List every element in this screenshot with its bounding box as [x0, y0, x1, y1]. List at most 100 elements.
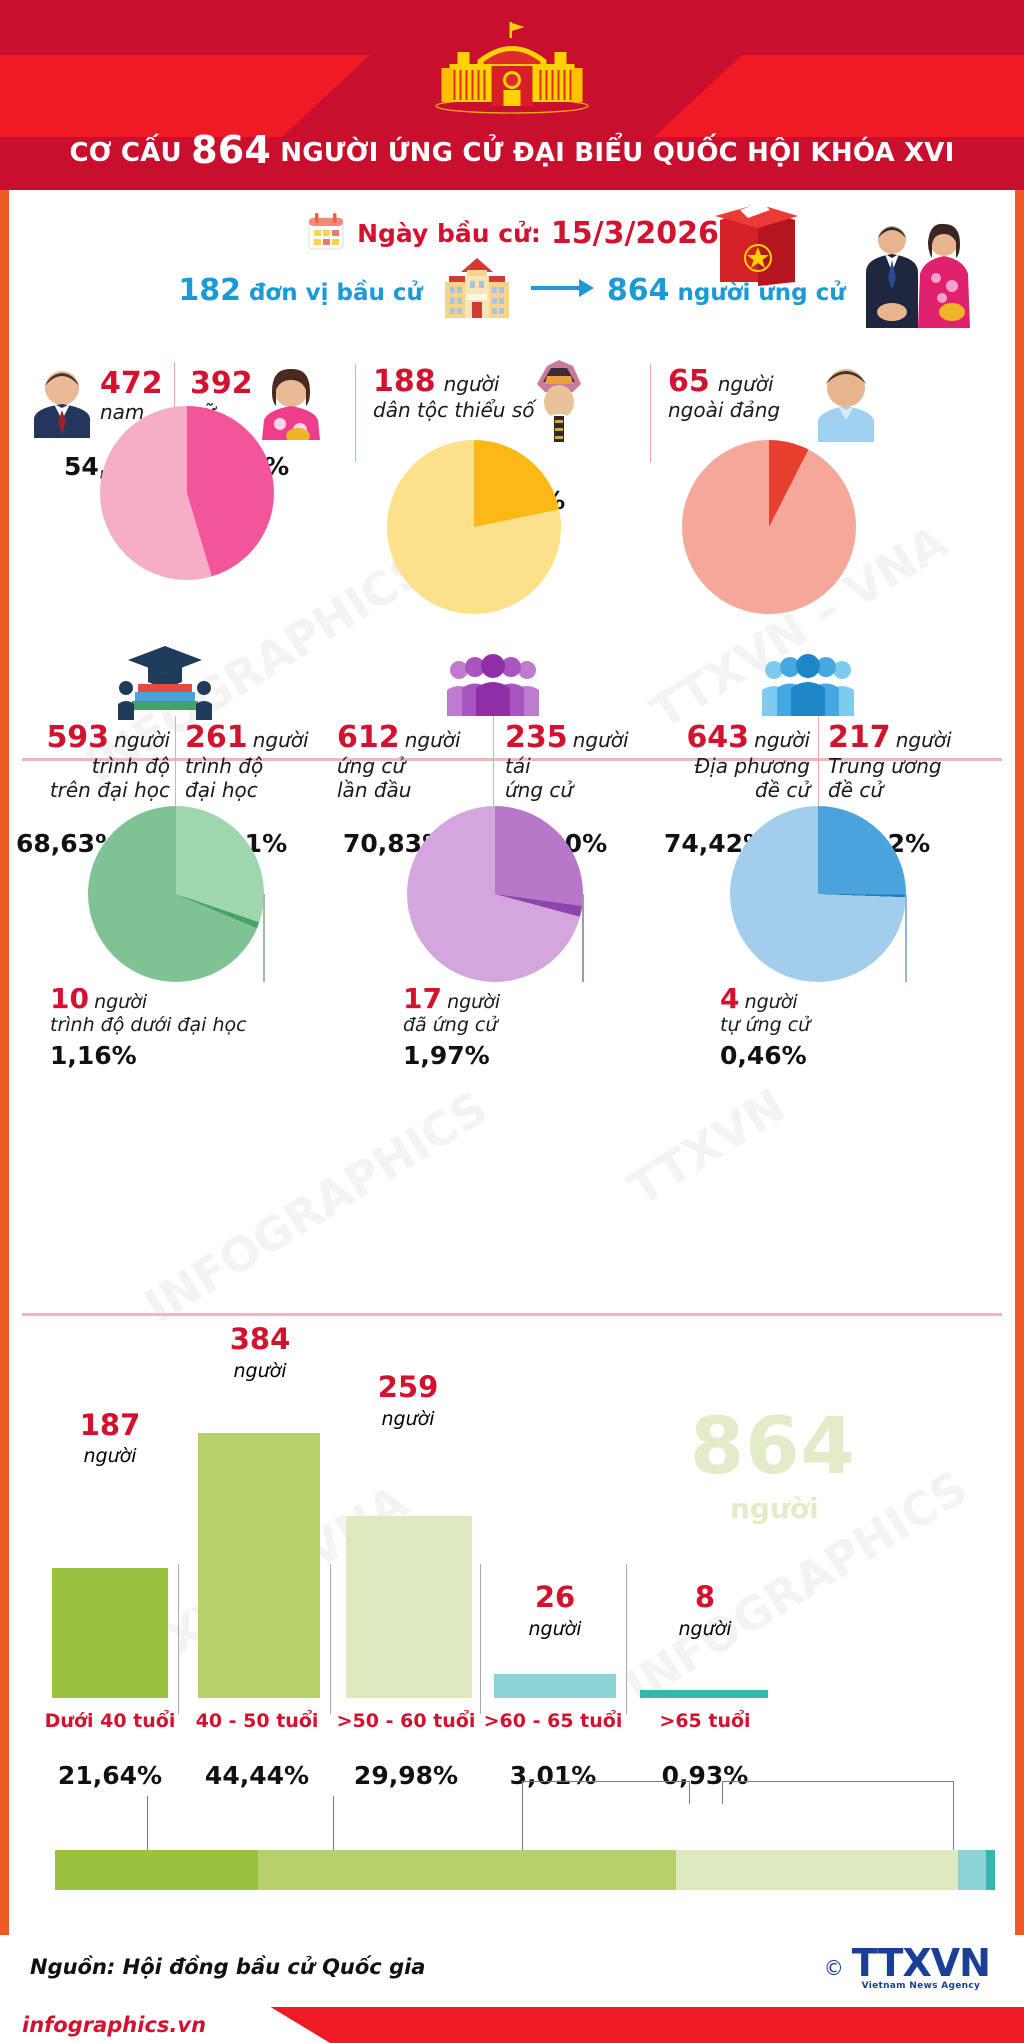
- bar-3: [494, 1674, 616, 1698]
- footer-red-bar: [0, 2007, 1024, 2043]
- sub-university-count: 10: [50, 982, 89, 1015]
- title-prefix: CƠ CẤU: [69, 138, 192, 168]
- education-divider: [175, 716, 176, 816]
- axis-label-2: >50 - 60 tuổi: [336, 1710, 476, 1732]
- education-nomination-section: 593 người trình độ trên đại học 261 ngườ…: [0, 626, 1024, 1070]
- self-nominated-percent: 0,46%: [720, 1040, 807, 1070]
- footer-white-wedge: [0, 2007, 330, 2043]
- ethnic-divider: [355, 364, 356, 462]
- arrow-right-icon: [530, 273, 595, 307]
- nomination-callout-leader: [905, 894, 907, 982]
- axis-percent-2: 29,98%: [353, 1761, 459, 1790]
- university-unit: người: [252, 728, 309, 752]
- bar-value-0: 187: [79, 1408, 141, 1442]
- self-nominated-count: 4: [720, 982, 740, 1015]
- male-count: 472: [100, 366, 163, 401]
- election-date-row: Ngày bầu cử: 15/3/2026: [0, 210, 1024, 256]
- first-time-count: 612: [337, 720, 400, 755]
- axis-percent-3: 3,01%: [509, 1761, 597, 1790]
- national-assembly-building-icon: [420, 22, 605, 118]
- bar-1: [198, 1433, 320, 1698]
- ballot-box-icon: [710, 190, 800, 290]
- ethnic-unit: người: [443, 372, 500, 396]
- bar-unit-4: người: [678, 1618, 732, 1640]
- bar-sep-3: [626, 1564, 627, 1714]
- nomination-pie-chart: [730, 806, 906, 982]
- self-nominated-desc: tự ứng cử: [720, 1013, 811, 1036]
- central-nominated-line3: đề cử: [828, 777, 884, 802]
- stacked-total-bar: [55, 1850, 995, 1890]
- first-time-line2: ứng cử: [337, 753, 406, 778]
- central-nominated-count: 217: [828, 720, 891, 755]
- candidate-couple-icon: [852, 220, 982, 334]
- axis-percent-4: 0,93%: [661, 1761, 749, 1790]
- stack-leader-3a: [522, 1782, 523, 1804]
- bar-sep-1: [330, 1564, 331, 1714]
- ethnic-label: dân tộc thiểu số: [373, 397, 535, 422]
- male-label: nam: [100, 399, 145, 424]
- education-pie-chart: [88, 806, 264, 982]
- axis-percent-0: 21,64%: [57, 1761, 163, 1790]
- sub-university-percent: 1,16%: [50, 1040, 137, 1070]
- section-divider-2: [22, 1313, 1002, 1316]
- stack-leader-4b: [953, 1782, 954, 1852]
- sub-university-desc: trình độ dưới đại học: [50, 1013, 247, 1036]
- page-title: CƠ CẤU 864 NGƯỜI ỨNG CỬ ĐẠI BIỂU QUỐC HỘ…: [0, 128, 1024, 172]
- stack-seg-1: [258, 1850, 677, 1890]
- total-ghost-unit: người: [730, 1492, 819, 1525]
- non-party-divider: [650, 364, 651, 462]
- stack-seg-2: [676, 1850, 958, 1890]
- non-party-count: 65: [668, 364, 710, 399]
- bar-4: [640, 1690, 768, 1698]
- calendar-icon: [305, 210, 347, 256]
- title-number: 864: [191, 128, 272, 172]
- bar-value-1: 384: [229, 1322, 291, 1356]
- woman-avatar-icon: [258, 364, 324, 444]
- graduation-books-icon: [110, 644, 220, 724]
- stack-leader-1: [333, 1796, 334, 1852]
- header: CƠ CẤU 864 NGƯỜI ỨNG CỬ ĐẠI BIỂU QUỐC HỘ…: [0, 0, 1024, 190]
- first-time-pie-chart: [407, 806, 583, 982]
- bar-unit-1: người: [233, 1360, 287, 1382]
- gender-group: 472 nam 392 nữ: [22, 358, 342, 619]
- non-party-label: ngoài đảng: [668, 397, 781, 422]
- bar-unit-0: người: [83, 1445, 137, 1467]
- local-nominated-count: 643: [686, 720, 750, 755]
- watermark: INFOGRAPHICS: [135, 1080, 497, 1334]
- ethnic-pie-chart: [387, 440, 561, 614]
- top-info-section: Ngày bầu cử: 15/3/2026 182 đơn vị bầu cử: [0, 190, 1024, 358]
- already-candidate-desc: đã ứng cử: [403, 1013, 498, 1036]
- sub-university-unit: người: [94, 991, 148, 1013]
- man-shirt-icon: [810, 358, 882, 446]
- postgrad-line3: trên đại học: [49, 777, 170, 802]
- bar-0: [52, 1568, 168, 1698]
- bar-2: [346, 1516, 472, 1698]
- university-line3: đại học: [185, 777, 258, 802]
- already-candidate-percent: 1,97%: [403, 1040, 490, 1070]
- gender-pie-chart: [100, 406, 274, 580]
- agency-subtitle: Vietnam News Agency: [861, 1981, 981, 1992]
- local-nominated-unit: người: [754, 728, 810, 752]
- non-party-pie-chart: [682, 440, 856, 614]
- local-nominated-line3: đề cử: [754, 777, 810, 802]
- re-candidate-line3: ứng cử: [505, 777, 574, 802]
- site-url: infographics.vn: [22, 2013, 207, 2037]
- axis-label-0: Dưới 40 tuổi: [44, 1710, 176, 1732]
- already-candidate-count: 17: [403, 982, 442, 1015]
- bar-sep-0: [178, 1564, 179, 1714]
- female-count: 392: [190, 366, 253, 401]
- university-count: 261: [185, 720, 248, 755]
- agency-logo: © TTXVN Vietnam News Agency: [823, 1944, 991, 1992]
- source-text: Nguồn: Hội đồng bầu cử Quốc gia: [30, 1955, 426, 1979]
- non-party-unit: người: [717, 372, 774, 396]
- age-bar-chart-section: 864 người 187 người 384 người 259 người …: [0, 1322, 1024, 1890]
- stack-seg-4: [986, 1850, 995, 1890]
- bar-sep-2: [480, 1564, 481, 1714]
- copyright-icon: ©: [823, 1956, 844, 1981]
- units-count: 182 đơn vị bầu cử: [178, 272, 423, 308]
- bar-value-3: 26: [534, 1580, 576, 1614]
- self-nominated-unit: người: [744, 991, 798, 1013]
- nomination-divider: [818, 716, 819, 816]
- units-to-candidates-row: 182 đơn vị bầu cử: [0, 256, 1024, 324]
- ethnic-count: 188: [373, 364, 436, 399]
